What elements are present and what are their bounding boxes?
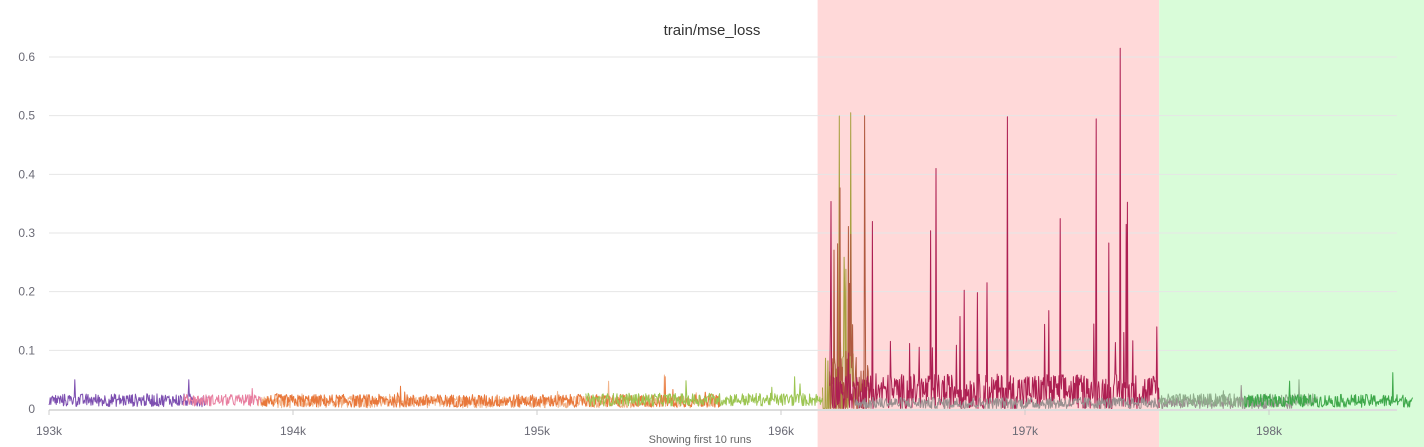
- y-tick-label: 0.3: [18, 226, 35, 240]
- y-tick-label: 0.4: [18, 167, 35, 181]
- x-tick-label: 195k: [524, 424, 551, 438]
- series-run-green: [1244, 372, 1414, 408]
- x-tick-label: 196k: [768, 424, 795, 438]
- series-run-orange-light: [256, 374, 721, 409]
- y-tick-label: 0: [28, 402, 35, 416]
- red-region: [817, 0, 1160, 447]
- y-tick-label: 0.5: [18, 109, 35, 123]
- series-run-crimson: [829, 47, 1160, 409]
- x-tick-label: 198k: [1256, 424, 1283, 438]
- y-tick-label: 0.1: [18, 343, 35, 357]
- chart-footer: Showing first 10 runs: [649, 434, 752, 446]
- series-run-light-green: [585, 376, 823, 407]
- series-run-purple: [48, 379, 208, 408]
- y-tick-label: 0.2: [18, 285, 35, 299]
- y-tick-label: 0.6: [18, 50, 35, 64]
- chart-title: train/mse_loss: [664, 22, 761, 39]
- green-region: [1159, 0, 1424, 447]
- x-tick-label: 194k: [280, 424, 307, 438]
- series-run-pink: [182, 388, 262, 407]
- x-tick-label: 197k: [1012, 424, 1039, 438]
- x-tick-label: 193k: [36, 424, 63, 438]
